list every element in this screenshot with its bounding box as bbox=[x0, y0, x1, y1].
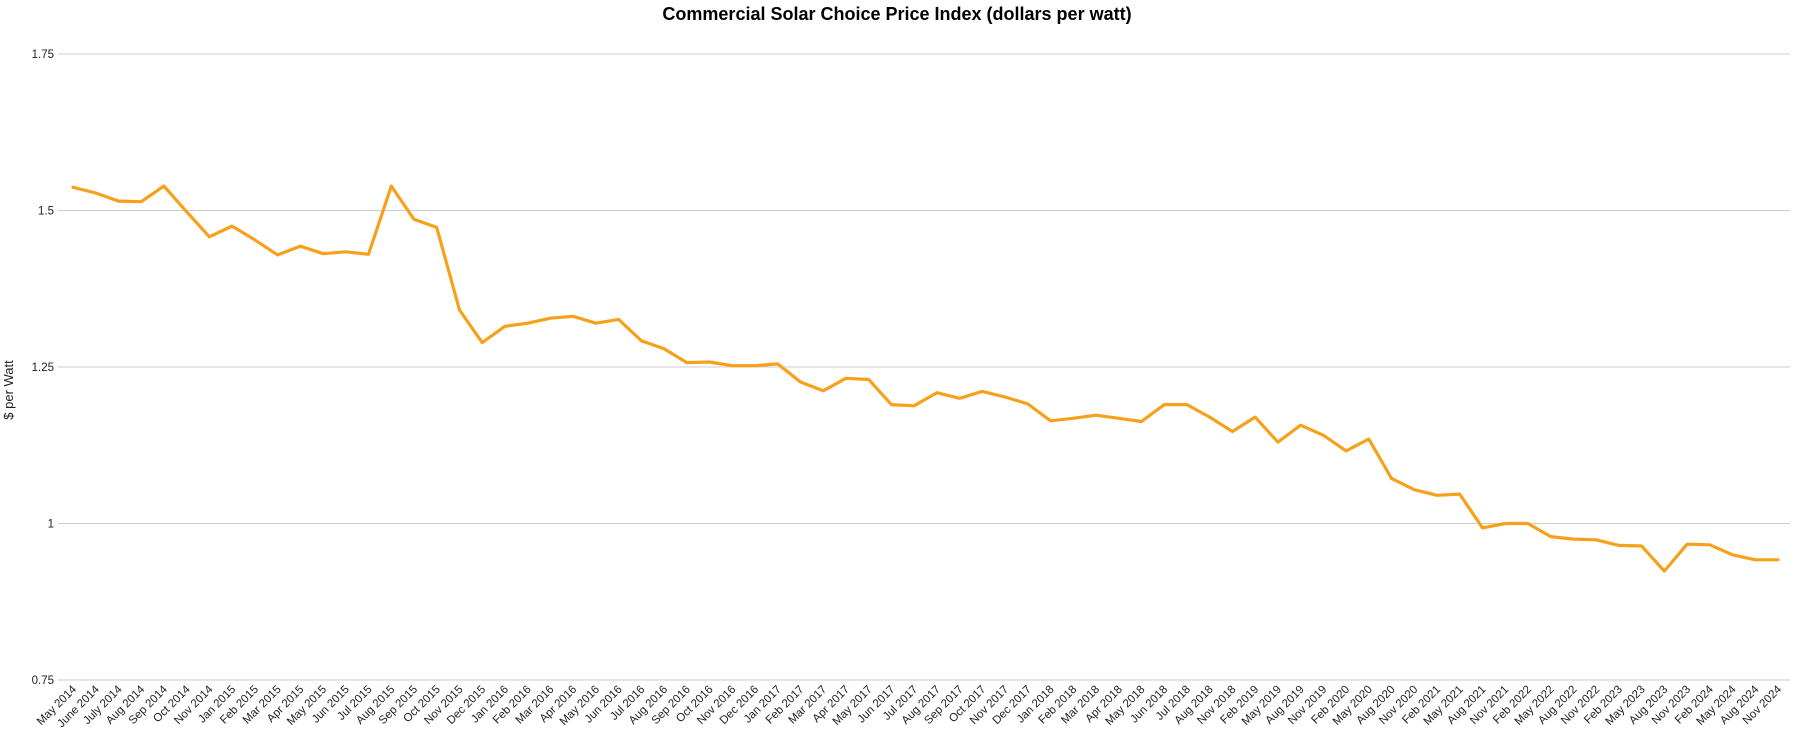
y-tick-label: 1.25 bbox=[32, 362, 54, 374]
series-layer bbox=[71, 184, 1780, 573]
y-tick-label: 0.75 bbox=[32, 675, 54, 687]
chart-title: Commercial Solar Choice Price Index (dol… bbox=[662, 4, 1131, 24]
series-line bbox=[71, 184, 1780, 573]
y-tick-label: 1.5 bbox=[38, 206, 54, 218]
gridlines bbox=[58, 53, 1790, 681]
y-axis-label: $ per Watt bbox=[1, 360, 16, 420]
y-tick-label: 1 bbox=[48, 519, 54, 531]
y-tick-label: 1.75 bbox=[32, 49, 54, 61]
y-axis-ticks: 0.75 1 1.25 1.5 1.75 bbox=[32, 49, 54, 687]
